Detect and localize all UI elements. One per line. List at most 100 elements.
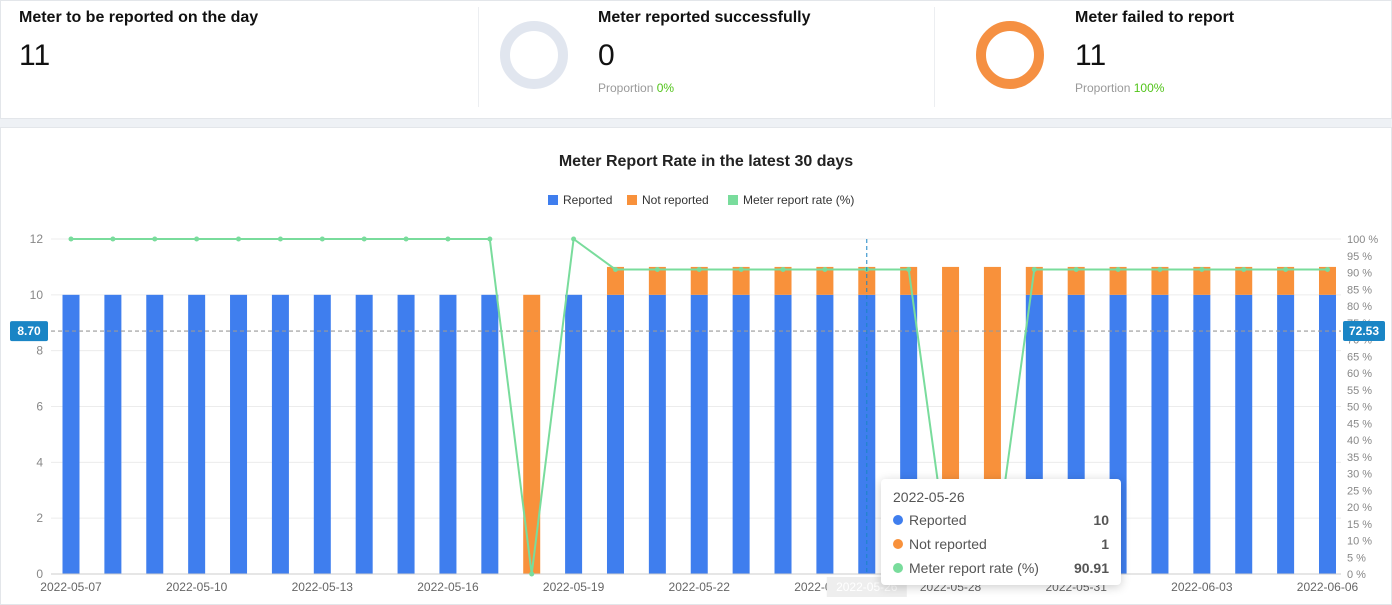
x-tick-label: 2022-05-07 <box>40 580 102 594</box>
left-average-badge <box>10 321 48 342</box>
failed-proportion-label: Proportion <box>1075 81 1131 95</box>
rate-point <box>152 236 158 242</box>
tooltip-row-label: Reported <box>909 512 967 528</box>
success-proportion-label: Proportion <box>598 81 654 95</box>
bar-reported <box>313 294 331 574</box>
failed-proportion: Proportion 100% <box>1075 81 1164 95</box>
y-right-tick-label: 55 % <box>1347 385 1372 397</box>
rate-point <box>906 266 912 272</box>
rate-point <box>822 266 828 272</box>
bar-reported <box>816 294 834 574</box>
bar-reported <box>104 294 122 574</box>
legend-0-swatch-icon <box>548 195 558 205</box>
success-proportion: Proportion 0% <box>598 81 674 95</box>
bar-reported <box>1193 294 1211 574</box>
failed-ring-icon <box>976 21 1044 89</box>
rate-point <box>194 236 200 242</box>
legend-1-label: Not reported <box>642 193 709 207</box>
bar-not-reported <box>606 266 624 295</box>
bar-not-reported <box>523 294 541 574</box>
bar-reported <box>271 294 289 574</box>
bar-reported <box>439 294 457 574</box>
y-right-tick-label: 45 % <box>1347 418 1372 430</box>
y-right-tick-label: 0 % <box>1347 569 1366 581</box>
divider <box>934 7 935 107</box>
rate-point <box>403 236 409 242</box>
bar-not-reported <box>690 266 708 295</box>
bar-not-reported <box>1067 266 1085 295</box>
tooltip-row-label: Meter report rate (%) <box>909 560 1039 576</box>
y-right-tick-label: 5 % <box>1347 552 1366 564</box>
failed-meter-title: Meter failed to report <box>1075 9 1235 26</box>
chart-tooltip: 2022-05-26 Reported 10 Not reported 1 Me… <box>881 479 1121 585</box>
bar-reported <box>1277 294 1295 574</box>
rate-point <box>1199 266 1205 272</box>
tooltip-row-rate: Meter report rate (%) 90.91 <box>893 559 1109 579</box>
y-right-tick-label: 30 % <box>1347 469 1372 481</box>
today-meter-value: 11 <box>19 39 51 72</box>
left-average-label: 8.70 <box>17 324 41 338</box>
y-left-tick-label: 4 <box>36 455 43 469</box>
legend-1-swatch-icon <box>627 195 637 205</box>
rate-point <box>445 236 451 242</box>
bar-not-reported <box>648 266 666 295</box>
bar-reported <box>606 294 624 574</box>
rate-point <box>696 266 702 272</box>
summary-panel: Meter to be reported on the day 11 Meter… <box>0 0 1392 119</box>
bar-not-reported <box>858 266 876 295</box>
bar-not-reported <box>1109 266 1127 295</box>
x-tick-label: 2022-05-22 <box>669 580 731 594</box>
bar-reported <box>1151 294 1169 574</box>
success-ring-icon <box>500 21 568 89</box>
rate-point <box>236 236 242 242</box>
not-reported-dot-icon <box>893 539 903 549</box>
bar-reported <box>62 294 80 574</box>
y-right-tick-label: 85 % <box>1347 284 1372 296</box>
success-proportion-value: 0% <box>656 81 675 95</box>
y-right-tick-label: 95 % <box>1347 251 1372 263</box>
rate-point <box>1157 266 1163 272</box>
bar-reported <box>146 294 164 574</box>
bar-not-reported <box>1318 266 1336 295</box>
rate-point <box>1115 266 1121 272</box>
rate-point <box>277 236 283 242</box>
bar-not-reported <box>1235 266 1253 295</box>
rate-point <box>529 571 535 577</box>
y-right-tick-label: 35 % <box>1347 452 1372 464</box>
right-average-badge <box>1343 321 1385 342</box>
tooltip-date: 2022-05-26 <box>893 489 965 505</box>
bar-reported <box>1318 294 1336 574</box>
legend-2-label: Meter report rate (%) <box>743 193 854 207</box>
rate-point <box>1283 266 1289 272</box>
bar-reported <box>481 294 499 574</box>
y-left-tick-label: 0 <box>36 567 43 581</box>
rate-point <box>319 236 325 242</box>
x-tick-label: 2022-05-13 <box>292 580 354 594</box>
success-meter-title: Meter reported successfully <box>598 9 811 26</box>
reported-dot-icon <box>893 515 903 525</box>
tooltip-row-reported: Reported 10 <box>893 511 1109 531</box>
y-left-tick-label: 12 <box>30 232 44 246</box>
y-right-tick-label: 25 % <box>1347 485 1372 497</box>
rate-point <box>612 266 618 272</box>
y-right-tick-label: 60 % <box>1347 368 1372 380</box>
x-tick-label: 2022-05-19 <box>543 580 605 594</box>
right-average-label: 72.53 <box>1349 324 1379 338</box>
failed-meter-card: Meter failed to report 11 Proportion 100… <box>935 1 1391 118</box>
tooltip-row-value: 90.91 <box>1073 560 1109 576</box>
bar-not-reported <box>1151 266 1169 295</box>
tooltip-row-not-reported: Not reported 1 <box>893 535 1109 555</box>
y-right-tick-label: 20 % <box>1347 502 1372 514</box>
rate-point <box>780 266 786 272</box>
bar-reported <box>1235 294 1253 574</box>
bar-reported <box>397 294 415 574</box>
success-meter-card: Meter reported successfully 0 Proportion… <box>479 1 934 118</box>
rate-dot-icon <box>893 563 903 573</box>
legend-2-swatch-icon <box>728 195 738 205</box>
report-rate-chart[interactable]: Meter Report Rate in the latest 30 days R… <box>1 128 1391 604</box>
bar-reported <box>858 294 876 574</box>
rate-point <box>1031 266 1037 272</box>
y-left-tick-label: 8 <box>36 344 43 358</box>
tooltip-row-value: 10 <box>1093 512 1109 528</box>
rate-point <box>1324 266 1330 272</box>
